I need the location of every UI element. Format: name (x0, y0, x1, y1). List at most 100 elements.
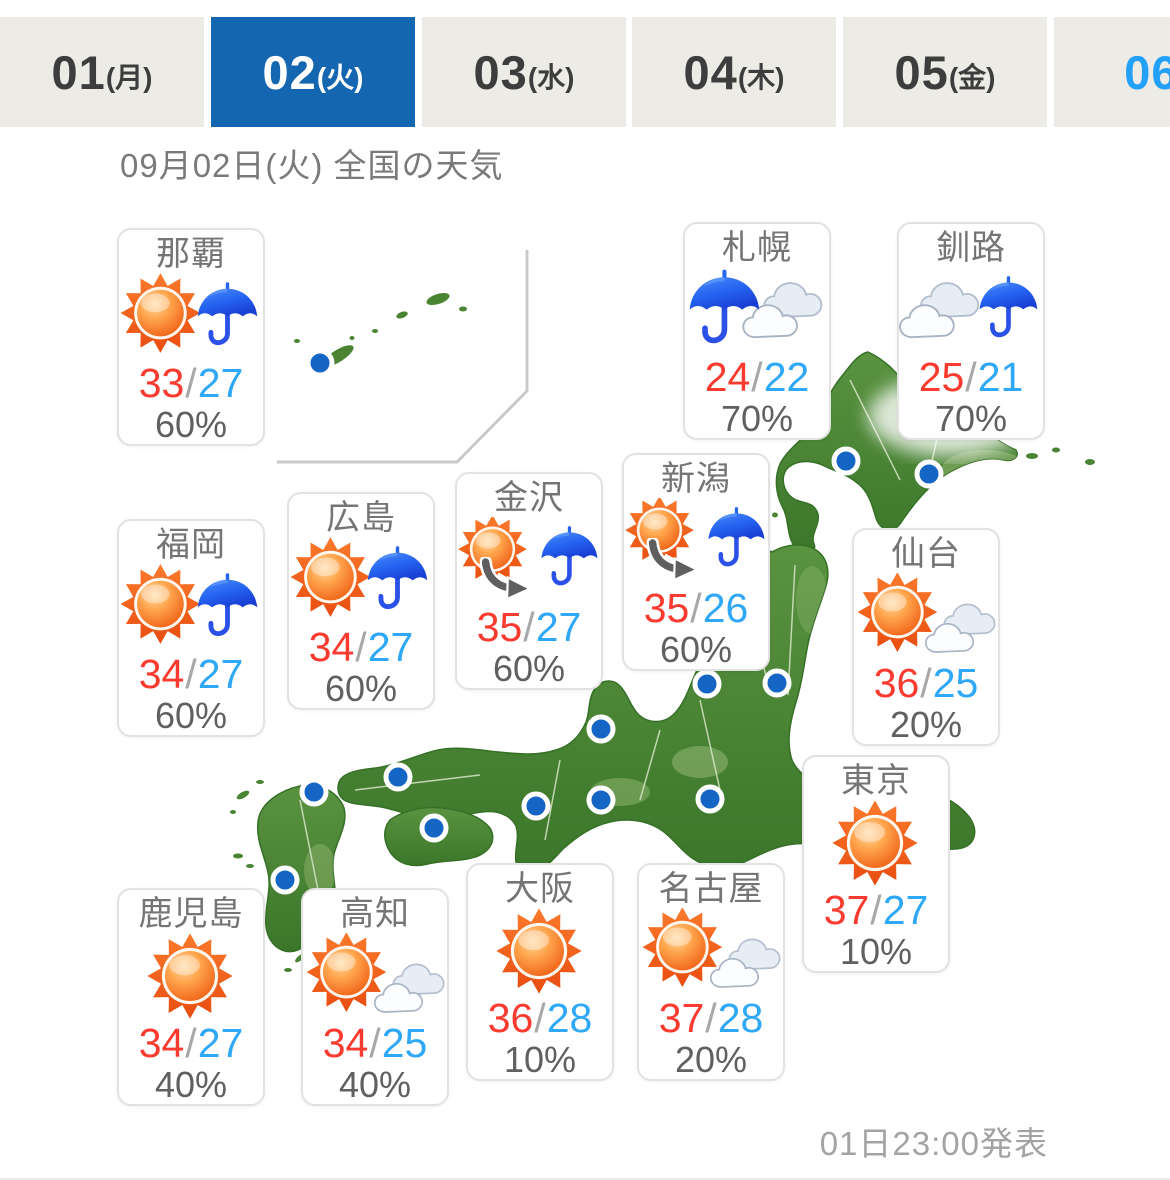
precip-probability: 60% (154, 695, 228, 736)
city-marker-fukuoka (299, 777, 329, 807)
temperature-range: 24/22 (705, 355, 810, 399)
city-name: 那覇 (156, 235, 226, 273)
date-tabbar: 01(月)02(火)03(水)04(木)05(金)06( (0, 0, 1170, 130)
low-temp: 28 (717, 995, 764, 1041)
umbrella-icon (541, 528, 597, 583)
city-weather-card-kochi[interactable]: 高知 34/25 40% (301, 888, 449, 1106)
tab-date-05[interactable]: 05 (金) (843, 17, 1047, 127)
temp-slash: / (534, 995, 546, 1041)
precip-probability: 40% (154, 1064, 228, 1105)
high-temp: 25 (918, 354, 965, 400)
weather-icon (898, 267, 1044, 339)
high-temp: 36 (487, 995, 534, 1041)
temp-slash: / (751, 354, 763, 400)
tab-day-number: 02 (262, 45, 317, 99)
low-temp: 25 (932, 660, 979, 706)
weather-icon (120, 564, 264, 644)
city-weather-card-fukuoka[interactable]: 福岡 34/27 60% (117, 519, 265, 737)
city-weather-card-hiroshima[interactable]: 広島 34/27 60% (287, 492, 435, 710)
city-weather-card-kagoshima[interactable]: 鹿児島 34/27 40% (117, 888, 265, 1106)
weather-icon (684, 267, 823, 355)
low-temp: 22 (763, 354, 810, 400)
city-weather-card-sapporo[interactable]: 札幌 24/22 70% (683, 222, 831, 440)
city-weather-card-sendai[interactable]: 仙台 36/25 20% (852, 528, 1000, 746)
city-marker-nagoya (586, 785, 616, 815)
tab-date-06[interactable]: 06( (1054, 17, 1170, 127)
tab-day-number: 04 (683, 45, 738, 99)
high-temp: 34 (138, 651, 185, 697)
sun-icon (306, 933, 387, 1012)
low-temp: 21 (977, 354, 1024, 400)
tab-date-03[interactable]: 03 (水) (422, 17, 626, 127)
temp-slash: / (185, 651, 197, 697)
high-temp: 34 (322, 1020, 369, 1066)
precip-probability: 40% (338, 1064, 412, 1105)
tab-day-number: 03 (473, 45, 528, 99)
weather-icon (458, 517, 602, 605)
sun-icon (642, 908, 723, 987)
okinawa-inset-border (230, 238, 529, 464)
high-temp: 37 (658, 995, 705, 1041)
tab-weekday: (金) (948, 62, 996, 93)
sun-icon (857, 573, 938, 652)
city-weather-card-tokyo[interactable]: 東京 37/27 10% (802, 755, 950, 973)
temp-slash: / (965, 354, 977, 400)
tab-date-04[interactable]: 04 (木) (632, 17, 836, 127)
umbrella-icon (198, 575, 257, 634)
tab-date-01[interactable]: 01 (月) (0, 17, 204, 127)
city-marker-sapporo (831, 446, 861, 476)
precip-probability: 70% (720, 398, 794, 439)
umbrella-icon (708, 509, 764, 564)
precip-probability: 20% (889, 704, 963, 745)
city-marker-naha (305, 348, 335, 378)
umbrella-icon (198, 284, 257, 343)
weather-icon (147, 933, 233, 1019)
city-name: 大阪 (505, 870, 575, 908)
weather-icon (120, 273, 264, 353)
city-marker-tokyo (695, 784, 725, 814)
weather-icon (496, 908, 582, 994)
sun-icon (120, 564, 201, 644)
temperature-range: 36/25 (874, 661, 979, 705)
high-temp: 24 (704, 354, 751, 400)
city-name: 鹿児島 (138, 895, 244, 933)
city-weather-card-kanazawa[interactable]: 金沢 35/27 60% (455, 472, 603, 690)
high-temp: 37 (823, 887, 870, 933)
city-marker-sendai (762, 668, 792, 698)
temperature-range: 35/26 (644, 586, 749, 630)
city-marker-kushiro (914, 459, 944, 489)
city-name: 高知 (340, 895, 410, 933)
temp-slash: / (920, 660, 932, 706)
city-name: 福岡 (156, 526, 226, 564)
high-temp: 35 (476, 604, 523, 650)
umbrella-icon (980, 278, 1038, 335)
city-weather-card-naha[interactable]: 那覇 33/27 60% (117, 228, 265, 446)
precip-probability: 60% (492, 648, 566, 689)
low-temp: 27 (197, 651, 244, 697)
city-weather-card-nagoya[interactable]: 名古屋 37/28 20% (637, 863, 785, 1081)
low-temp: 27 (367, 624, 414, 670)
weather-icon (832, 800, 918, 886)
low-temp: 27 (197, 360, 244, 406)
page-title: 09月02日(火) 全国の天気 (120, 147, 504, 184)
city-name: 金沢 (494, 479, 564, 517)
temp-slash: / (355, 624, 367, 670)
city-marker-hiroshima (383, 762, 413, 792)
weather-icon (306, 933, 445, 1013)
low-temp: 25 (381, 1020, 428, 1066)
temp-slash: / (185, 1020, 197, 1066)
publish-timestamp: 01日23:00発表 (819, 1125, 1048, 1162)
weather-icon (857, 573, 996, 653)
low-temp: 27 (197, 1020, 244, 1066)
precip-probability: 60% (324, 668, 398, 709)
city-weather-card-kushiro[interactable]: 釧路 25/21 70% (897, 222, 1045, 440)
city-markers (270, 348, 944, 895)
city-weather-card-osaka[interactable]: 大阪 36/28 10% (466, 863, 614, 1081)
temp-slash: / (690, 585, 702, 631)
tab-date-02[interactable]: 02 (火) (211, 17, 415, 127)
temperature-range: 34/27 (139, 652, 244, 696)
umbrella-icon (368, 548, 427, 607)
city-marker-niigata (692, 669, 722, 699)
temp-slash: / (523, 604, 535, 650)
city-weather-card-niigata[interactable]: 新潟 35/26 60% (622, 453, 770, 671)
